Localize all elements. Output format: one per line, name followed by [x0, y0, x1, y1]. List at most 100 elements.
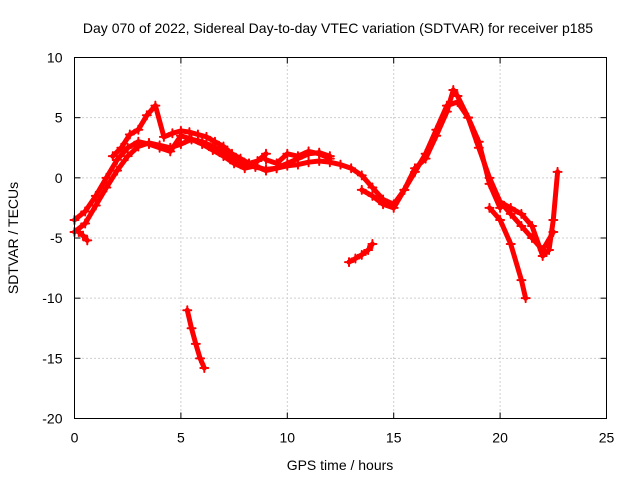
data-point — [226, 148, 237, 159]
data-point — [463, 112, 474, 123]
x-tick-label: 25 — [599, 430, 615, 446]
data-point — [484, 178, 495, 189]
data-point — [122, 151, 133, 162]
data-point — [235, 153, 246, 164]
data-point — [252, 155, 263, 166]
data-point — [201, 131, 212, 142]
data-point — [78, 230, 89, 241]
data-point — [175, 125, 186, 136]
data-point — [409, 163, 420, 174]
data-point — [314, 148, 325, 159]
x-tick-label: 0 — [71, 430, 79, 446]
series-track-4 — [261, 146, 335, 169]
data-point — [367, 182, 378, 193]
data-point — [186, 134, 197, 145]
data-point — [167, 128, 178, 139]
data-point — [473, 136, 484, 147]
data-point — [199, 362, 210, 373]
data-point — [218, 141, 229, 152]
data-point — [141, 110, 152, 121]
data-point — [356, 249, 367, 260]
data-point — [516, 208, 527, 219]
y-tick-label: -15 — [42, 350, 62, 366]
x-tick-label: 5 — [177, 430, 185, 446]
data-point — [80, 218, 91, 229]
data-point — [516, 275, 527, 286]
data-point — [495, 196, 506, 207]
data-point — [544, 245, 555, 256]
series-band — [359, 87, 503, 211]
data-point — [175, 139, 186, 150]
series-track-7 — [495, 166, 563, 262]
data-point — [363, 245, 374, 256]
data-point — [505, 202, 516, 213]
data-point — [250, 162, 261, 173]
data-point — [209, 136, 220, 147]
data-point — [80, 206, 91, 217]
data-point — [537, 251, 548, 262]
data-point — [133, 124, 144, 135]
data-point — [484, 202, 495, 213]
data-point — [197, 136, 208, 147]
data-point — [448, 84, 459, 95]
data-point — [243, 158, 254, 169]
data-point — [548, 214, 559, 225]
data-point — [190, 338, 201, 349]
data-point — [356, 170, 367, 181]
data-point — [344, 257, 355, 268]
data-point — [441, 106, 452, 117]
data-point — [399, 184, 410, 195]
data-point — [186, 323, 197, 334]
data-point — [82, 235, 93, 246]
data-point — [158, 131, 169, 142]
data-point — [495, 214, 506, 225]
data-point — [367, 239, 378, 250]
x-tick-label: 15 — [386, 430, 402, 446]
data-point — [101, 182, 112, 193]
data-point — [356, 184, 367, 195]
data-point — [505, 239, 516, 250]
data-point — [520, 293, 531, 304]
y-tick-label: 0 — [55, 170, 63, 186]
data-point — [195, 353, 206, 364]
data-point — [282, 148, 293, 159]
data-point — [271, 158, 282, 169]
data-point — [346, 163, 357, 174]
data-point — [101, 172, 112, 183]
data-point — [154, 140, 165, 151]
y-tick-label: -10 — [42, 290, 62, 306]
data-point — [150, 100, 161, 111]
y-tick-label: 10 — [47, 50, 63, 66]
data-point — [90, 200, 101, 211]
data-point — [516, 220, 527, 231]
data-point — [324, 153, 335, 164]
x-tick-label: 10 — [280, 430, 296, 446]
data-point — [261, 164, 272, 175]
data-point — [431, 130, 442, 141]
data-point — [388, 202, 399, 213]
data-point — [378, 199, 389, 210]
data-point — [116, 142, 127, 153]
axis-ticks: 0 5 10 15 20 25 -20 -15 -10 -5 0 5 10 — [42, 50, 614, 446]
data-series — [69, 84, 563, 373]
series-track-3 — [107, 100, 272, 169]
data-point — [133, 141, 144, 152]
data-point — [350, 253, 361, 264]
chart-title: Day 070 of 2022, Sidereal Day-to-day VTE… — [83, 20, 593, 36]
data-point — [420, 153, 431, 164]
data-point — [261, 154, 272, 165]
y-tick-label: -5 — [50, 230, 63, 246]
data-point — [182, 305, 193, 316]
series-band — [72, 99, 556, 253]
data-point — [165, 142, 176, 153]
data-point — [303, 146, 314, 157]
data-point — [143, 137, 154, 148]
series-track-5 — [356, 84, 506, 213]
data-point — [107, 151, 118, 162]
grid-lines — [74, 57, 607, 419]
series-track-2 — [69, 134, 335, 237]
data-point — [527, 220, 538, 231]
y-tick-label: -20 — [42, 411, 62, 427]
data-point — [184, 127, 195, 138]
